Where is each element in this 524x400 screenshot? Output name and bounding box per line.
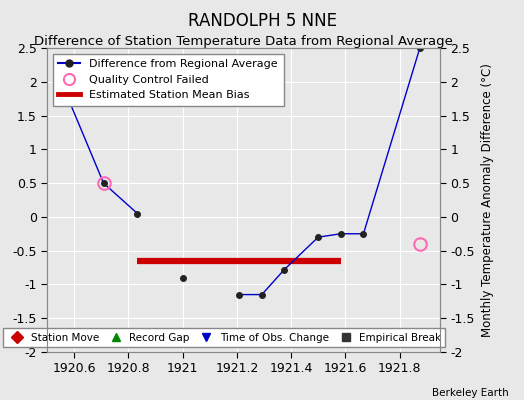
Y-axis label: Monthly Temperature Anomaly Difference (°C): Monthly Temperature Anomaly Difference (… [481, 63, 494, 337]
Legend: Station Move, Record Gap, Time of Obs. Change, Empirical Break: Station Move, Record Gap, Time of Obs. C… [3, 328, 445, 347]
Text: Berkeley Earth: Berkeley Earth [432, 388, 508, 398]
Text: RANDOLPH 5 NNE: RANDOLPH 5 NNE [188, 12, 336, 30]
Title: Difference of Station Temperature Data from Regional Average: Difference of Station Temperature Data f… [34, 35, 453, 48]
